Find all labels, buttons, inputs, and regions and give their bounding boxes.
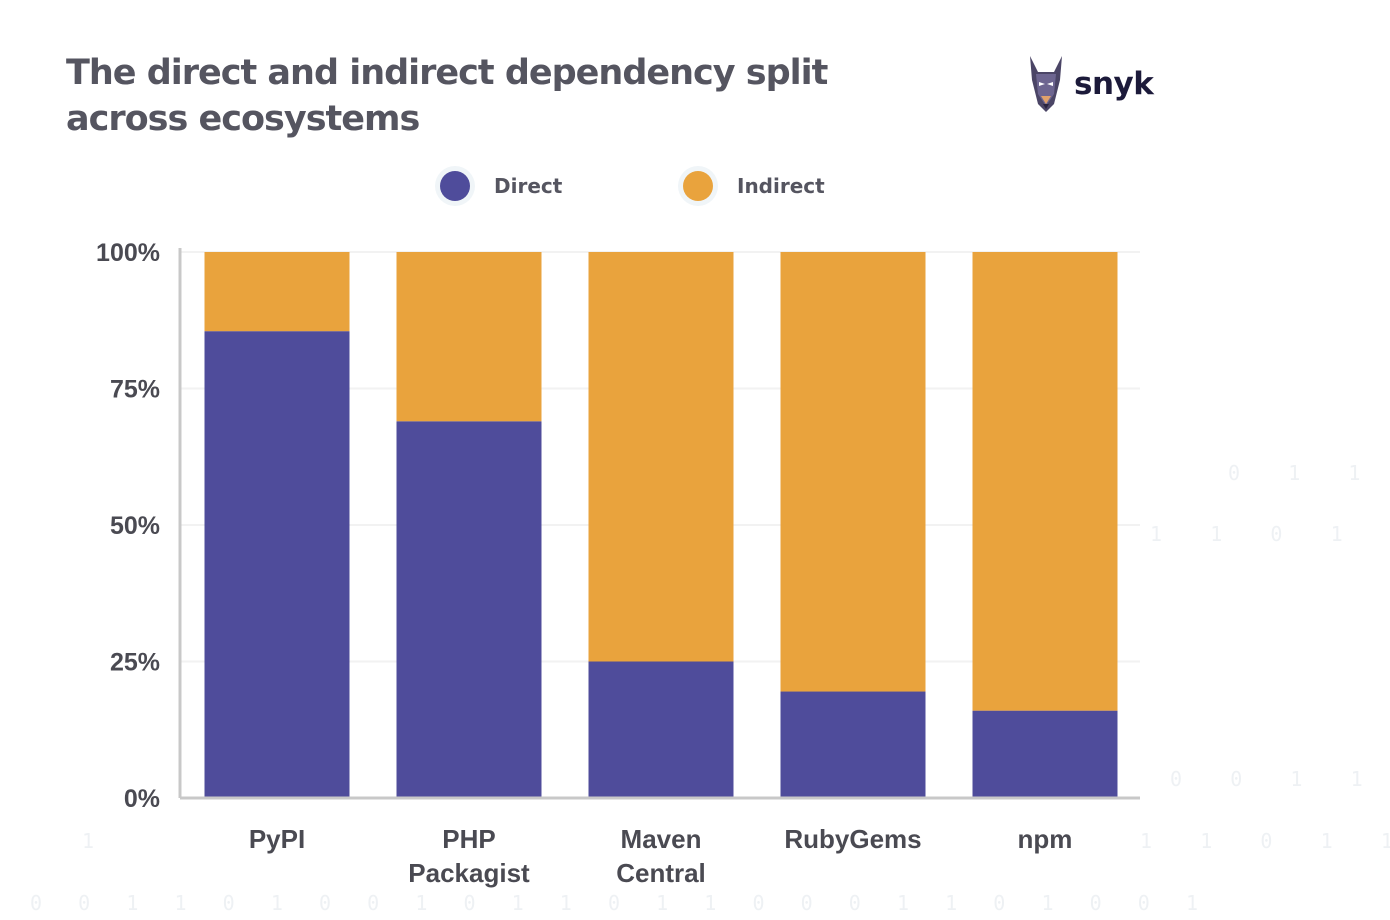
snyk-dog-icon bbox=[1030, 56, 1062, 112]
bar-indirect-5 bbox=[972, 252, 1118, 711]
brand-name: snyk bbox=[1074, 66, 1154, 102]
x-tick-label: PyPI bbox=[249, 824, 305, 854]
legend-indirect-swatch bbox=[683, 171, 713, 201]
x-tick-label: npm bbox=[1018, 824, 1073, 854]
y-tick-label: 50% bbox=[110, 512, 160, 540]
x-tick-label: PHP Packagist bbox=[408, 824, 530, 888]
bar-direct-1 bbox=[204, 331, 350, 798]
y-tick-label: 100% bbox=[96, 239, 160, 267]
bars bbox=[204, 252, 1118, 798]
legend-direct-swatch bbox=[440, 171, 470, 201]
chart-title: The direct and indirect dependency split… bbox=[66, 53, 828, 139]
axes bbox=[178, 248, 1140, 800]
x-tick-label: RubyGems bbox=[784, 824, 921, 854]
y-tick-label: 75% bbox=[110, 376, 160, 404]
legend-direct-label: Direct bbox=[494, 174, 563, 198]
snyk-logo: snyk bbox=[1024, 54, 1154, 114]
legend-indirect: Indirect bbox=[683, 171, 825, 201]
svg-text:1: 1 bbox=[82, 829, 94, 853]
y-tick-label: 25% bbox=[110, 649, 160, 677]
background-binary-pattern: 0 1 1 1 1 0 1 1 0 0 1 1 1 1 0 1 1 1 0 0 … bbox=[30, 461, 1390, 915]
bar-direct-5 bbox=[972, 710, 1118, 798]
y-tick-label: 0% bbox=[124, 785, 160, 813]
bar-indirect-2 bbox=[396, 252, 542, 422]
bar-indirect-1 bbox=[204, 252, 350, 332]
svg-text:0 1 1: 0 1 1 bbox=[1228, 461, 1360, 485]
legend-direct: Direct bbox=[440, 171, 562, 201]
bar-direct-4 bbox=[780, 691, 926, 798]
bar-indirect-4 bbox=[780, 252, 926, 692]
x-tick-label: Maven Central bbox=[616, 824, 706, 888]
svg-text:0 0 1 1 0 1 0 0: 0 0 1 1 0 1 0 0 1 0 1 1 0 1 1 0 0 0 1 1 … bbox=[30, 891, 1198, 915]
svg-text:1 1 0 1 1: 1 1 0 1 1 bbox=[1140, 829, 1390, 853]
legend-indirect-label: Indirect bbox=[737, 174, 825, 198]
bar-indirect-3 bbox=[588, 252, 734, 662]
svg-text:1 1 0 1 1: 1 1 0 1 1 bbox=[1150, 522, 1390, 546]
x-axis-ticks: PyPI PHP Packagist Maven Central RubyGems npm bbox=[249, 824, 1073, 888]
y-axis-ticks: 0% 25% 50% 75% 100% bbox=[96, 239, 160, 813]
svg-text:0 0 1 1: 0 0 1 1 bbox=[1170, 767, 1363, 791]
bar-direct-2 bbox=[396, 421, 542, 798]
bar-direct-3 bbox=[588, 661, 734, 798]
